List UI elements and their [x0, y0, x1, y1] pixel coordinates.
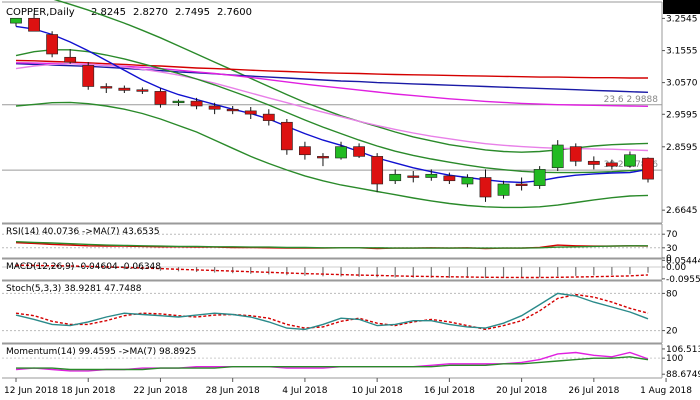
- stoch-series-line: [15, 293, 649, 331]
- candle-body: [605, 162, 618, 167]
- ohlc-low-value: 2.7495: [175, 7, 210, 18]
- x-tick-label: 28 Jun 2018: [206, 386, 260, 396]
- x-tick-label: 4 Jul 2018: [282, 386, 327, 396]
- candle-body: [389, 173, 402, 182]
- x-tick-label: 18 Jun 2018: [61, 386, 115, 396]
- candle-body: [244, 110, 257, 115]
- candle-body: [100, 86, 113, 89]
- candle-body: [425, 173, 438, 178]
- candle-body: [208, 105, 221, 110]
- stochastic-panel: 80 20 Stoch(5,3,3) 38.9281 47.7488: [2, 280, 678, 344]
- candle-body: [461, 177, 474, 185]
- stoch-series-line: [15, 292, 649, 331]
- momentum-y-tick-label: 100: [666, 354, 683, 364]
- x-tick-label: 26 Jul 2018: [568, 386, 619, 396]
- candle-body: [371, 156, 384, 185]
- rsi-y-tick-label: 0: [666, 254, 672, 264]
- bollinger-lower-band: [15, 101, 649, 209]
- last-price-label: 2.7600: [666, 0, 698, 3]
- candle-body: [172, 100, 185, 104]
- rsi-y-tick-label: 70: [666, 230, 678, 240]
- candle-body: [118, 87, 131, 91]
- candle-body: [190, 100, 203, 107]
- momentum-title: Momentum(14) 99.4595 ->MA(7) 98.8925: [6, 347, 196, 357]
- x-tick-label: 10 Jul 2018: [352, 386, 403, 396]
- stoch-y-tick-label: 20: [666, 327, 678, 337]
- candle-body: [515, 183, 528, 186]
- candle-body: [497, 183, 510, 196]
- candle-body: [64, 56, 77, 63]
- candle-body: [533, 169, 546, 186]
- candle-body: [407, 175, 420, 178]
- momentum-y-tick-label: 88.6749: [666, 370, 700, 380]
- rsi-title: RSI(14) 40.0736 ->MA(7) 43.6535: [6, 227, 160, 237]
- price-y-tick-label: 2.8595: [666, 143, 698, 153]
- candle-body: [28, 17, 40, 32]
- candle-body: [299, 146, 311, 156]
- candle-body: [82, 65, 95, 87]
- rsi-panel: 70 300 RSI(14) 40.0736 ->MA(7) 43.6535: [2, 223, 678, 264]
- moving-average-line: [15, 62, 649, 152]
- moving-average-line: [15, 59, 648, 79]
- momentum-panel: 106.5136100 88.6749 Momentum(14) 99.4595 -…: [2, 343, 700, 380]
- candle-body: [10, 17, 22, 24]
- price-y-tick-label: 3.2545: [666, 14, 698, 24]
- momentum-series-line: [16, 356, 649, 371]
- ohlc-close-value: 2.7600: [217, 7, 252, 18]
- fibonacci-level-label: 23.6 2.9888: [604, 95, 659, 105]
- x-tick-label: 12 Jun 2018: [4, 386, 58, 396]
- x-tick-label: 20 Jul 2018: [496, 386, 547, 396]
- symbol-label: COPPER,Daily: [6, 7, 75, 18]
- candle-body: [226, 108, 239, 112]
- price-y-tick-label: 2.9595: [666, 110, 698, 120]
- macd-signal-line: [15, 264, 649, 279]
- macd-y-tick-label: 0.05444: [666, 256, 700, 266]
- candle-body: [569, 146, 582, 162]
- rsi-y-tick-label: 30: [666, 244, 678, 254]
- stoch-title: Stoch(5,3,3) 38.9281 47.7488: [6, 284, 142, 294]
- macd-y-tick-label: 0.00: [666, 263, 686, 273]
- macd-y-tick-label: -0.09555: [666, 275, 700, 285]
- price-y-tick-label: 2.6645: [666, 206, 698, 216]
- candle-body: [280, 121, 293, 151]
- price-y-tick-label: 3.0570: [666, 79, 698, 89]
- candle-body: [317, 156, 329, 159]
- ohlc-high-value: 2.8270: [133, 7, 168, 18]
- ohlc-open-value: 2.8245: [91, 7, 126, 18]
- rsi-series-line: [15, 241, 648, 249]
- price-panel: 3.2545 3.1555 3.0570 2.9595 2.8595 2.6645 23.6…: [2, 0, 700, 224]
- bollinger-upper-band: [53, 0, 649, 153]
- candle-body: [443, 175, 456, 182]
- momentum-y-tick-label: 106.5136: [666, 345, 700, 355]
- stoch-y-tick-label: 80: [666, 289, 678, 299]
- candle-body: [335, 146, 347, 159]
- candle-body: [587, 160, 600, 165]
- candle-body: [136, 89, 149, 92]
- candle-body: [624, 154, 636, 167]
- x-tick-label: 22 Jun 2018: [133, 386, 187, 396]
- candle-body: [479, 177, 492, 198]
- x-tick-label: 1 Aug 2018: [640, 386, 692, 396]
- candle-body: [46, 34, 59, 55]
- price-y-tick-label: 3.1555: [666, 47, 698, 57]
- candle-body: [551, 144, 564, 169]
- candle-body: [154, 91, 167, 105]
- candle-body: [642, 157, 654, 180]
- x-tick-label: 16 Jul 2018: [424, 386, 475, 396]
- x-axis: 12 Jun 2018 18 Jun 2018 22 Jun 2018 28 Jun …: [4, 378, 692, 396]
- macd-title: MACD(12,26,9) -0.04604 -0.06348: [6, 262, 161, 272]
- candle-body: [353, 146, 365, 157]
- last-price-marker: [663, 0, 700, 14]
- candle-body: [262, 113, 275, 121]
